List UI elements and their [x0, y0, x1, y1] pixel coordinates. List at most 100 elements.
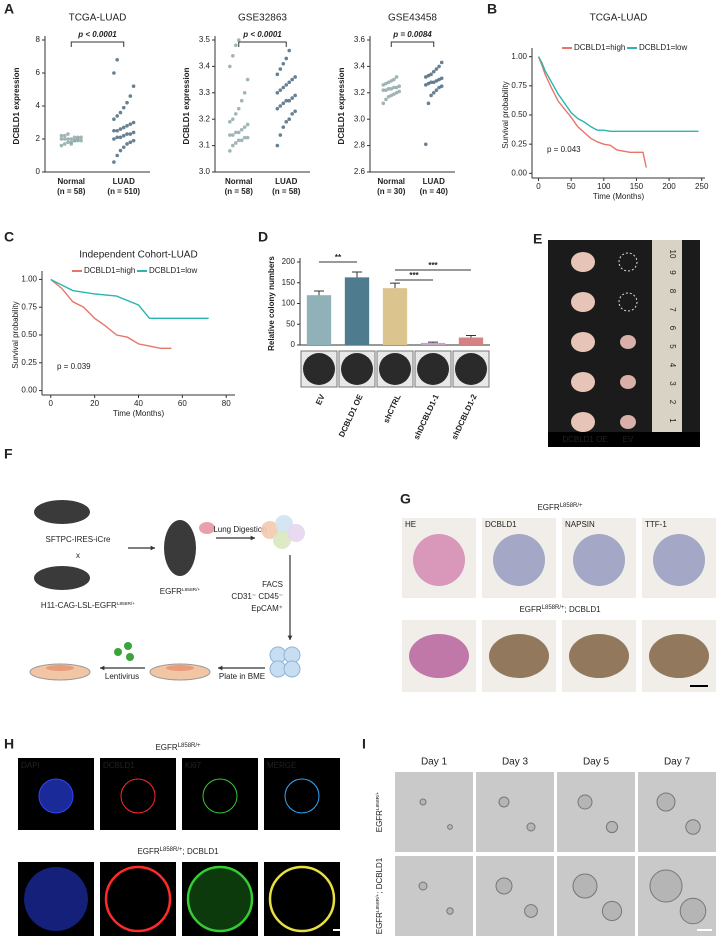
organoid — [284, 778, 320, 814]
data-point — [112, 137, 116, 141]
dish — [29, 663, 91, 681]
data-point — [434, 79, 439, 83]
data-point — [112, 128, 116, 133]
data-point — [439, 76, 444, 81]
ruler-number: 6 — [668, 326, 677, 331]
y-tick-label: 4 — [36, 101, 41, 110]
data-point — [437, 64, 441, 69]
panel-title: EGFRL858R/+; DCBLD1 — [519, 605, 601, 615]
y-axis-label: DCBLD1 expression — [12, 67, 21, 144]
data-point — [389, 79, 394, 83]
text-base: H11-CAG-LSL-EGFR — [41, 601, 117, 610]
ruler-number: 10 — [668, 250, 677, 259]
data-point — [115, 153, 119, 158]
significance-label: ** — [335, 253, 342, 262]
data-point — [228, 149, 232, 153]
text-base: EGFR — [137, 847, 159, 856]
data-point — [128, 140, 133, 145]
channel-label: MERGE — [267, 761, 296, 770]
data-point — [121, 125, 126, 130]
brightfield-image — [557, 856, 635, 936]
facs-label: CD31⁻ CD45⁻ — [231, 592, 283, 601]
data-point — [59, 133, 64, 138]
day-label: Day 5 — [583, 757, 610, 768]
data-point — [79, 138, 83, 143]
data-point — [236, 106, 241, 111]
survival-curve — [537, 56, 699, 133]
y-tick-label: 3.0 — [354, 114, 366, 123]
survival-curve — [50, 278, 209, 320]
x-tick-label: 60 — [178, 399, 187, 408]
chart-title: TCGA-LUAD — [590, 13, 648, 24]
text-sup: L858R/+ — [542, 605, 565, 611]
panel-label: D — [258, 229, 268, 245]
ruler-number: 1 — [668, 418, 677, 423]
data-point — [59, 137, 64, 141]
data-point — [233, 112, 238, 116]
x-tick-label: LUAD — [423, 177, 445, 186]
strain-label: SFTPC-IRES-iCre — [46, 535, 111, 544]
photo-label: EV — [623, 435, 634, 444]
data-point — [125, 132, 129, 136]
chart-title: TCGA-LUAD — [69, 13, 127, 24]
organoid — [419, 798, 427, 806]
organoid — [649, 869, 683, 903]
colony-well — [303, 353, 335, 385]
x-tick-label: EV — [314, 392, 327, 406]
fluorescence-image — [100, 862, 176, 936]
text-base: EGFR — [537, 503, 559, 512]
tumor — [620, 335, 636, 349]
data-point — [128, 94, 133, 98]
x-tick-label: Normal — [377, 177, 405, 186]
tissue — [489, 634, 549, 678]
x-tick-label: Normal — [225, 177, 253, 186]
data-point — [128, 122, 133, 126]
dish — [149, 663, 211, 681]
data-point — [228, 120, 232, 124]
y-tick-label: 8 — [36, 35, 41, 44]
x-tick-label: 200 — [662, 182, 676, 191]
mouse — [164, 520, 196, 576]
data-point — [284, 56, 289, 61]
cell — [273, 531, 291, 549]
data-point — [76, 137, 80, 141]
y-tick-label: 1.00 — [21, 275, 37, 284]
data-point — [115, 135, 119, 140]
brightfield-image — [638, 772, 716, 852]
stain-label: DCBLD1 — [485, 520, 517, 529]
data-point — [284, 98, 289, 103]
organoid — [447, 824, 453, 830]
strain-label: H11-CAG-LSL-EGFRL858R/+ — [41, 601, 135, 610]
data-point — [236, 38, 241, 42]
x-tick-label: 100 — [597, 182, 611, 191]
data-point — [394, 75, 399, 79]
data-point — [381, 101, 386, 106]
organoid — [577, 794, 593, 810]
text-suffix: ; DCBLD1 — [565, 605, 602, 614]
text-base: EGFR — [375, 912, 384, 934]
data-point — [115, 128, 119, 133]
y-axis-label: Relative colony numbers — [267, 256, 276, 351]
data-point — [389, 87, 394, 91]
data-point — [287, 80, 292, 85]
panel-label: H — [4, 736, 14, 752]
data-point — [281, 85, 286, 90]
ruler-number: 4 — [668, 363, 677, 368]
data-point — [131, 120, 136, 125]
data-point — [293, 93, 297, 98]
y-tick-label: 3.3 — [199, 88, 211, 97]
data-point — [242, 91, 247, 95]
ruler-number: 2 — [668, 400, 677, 405]
tumor — [571, 292, 595, 312]
y-tick-label: 6 — [36, 68, 41, 77]
y-tick-label: 100 — [282, 299, 296, 308]
data-point — [125, 124, 129, 128]
x-tick-label: 0 — [49, 399, 54, 408]
data-point — [281, 101, 286, 106]
ruler — [652, 240, 682, 435]
y-tick-label: 3.4 — [199, 62, 211, 71]
day-label: Day 1 — [421, 757, 448, 768]
bar — [458, 337, 484, 345]
data-point — [69, 142, 74, 146]
brightfield-image — [395, 772, 473, 852]
